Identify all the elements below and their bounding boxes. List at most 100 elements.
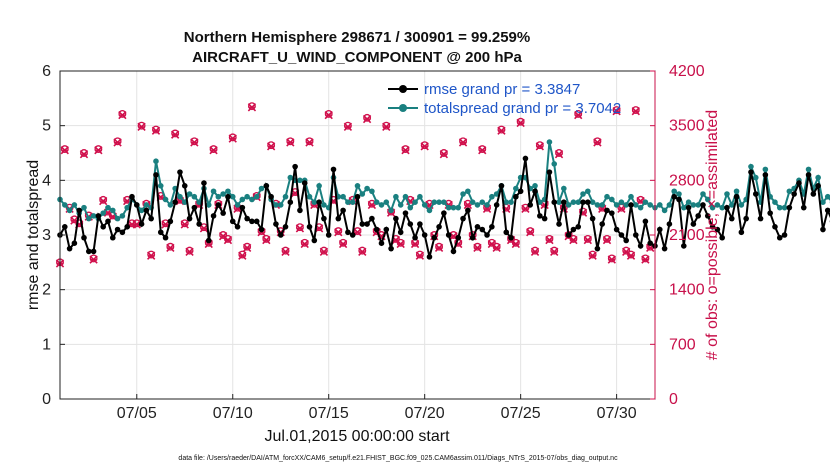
totalspread-point [355,183,361,189]
totalspread-point [479,199,485,205]
rmse-point [556,221,562,227]
y-tick-label: 6 [42,63,51,80]
totalspread-point [407,205,413,211]
totalspread-point [609,197,615,203]
rmse-point [676,197,682,203]
totalspread-point [403,194,409,200]
rmse-point [273,221,279,227]
rmse-point [81,235,87,241]
totalspread-point [489,194,495,200]
totalspread-point [460,191,466,197]
totalspread-point [748,164,754,170]
rmse-point [489,224,495,230]
rmse-point [729,216,735,222]
rmse-point [393,216,399,222]
totalspread-point [619,199,625,205]
rmse-point [91,249,97,255]
totalspread-point [566,202,572,208]
rmse-point [278,232,284,238]
rmse-point [321,216,327,222]
totalspread-point [192,194,198,200]
totalspread-point [273,202,279,208]
rmse-point [796,180,802,186]
legend-label-totalspread: totalspread grand pr = 3.7042 [424,100,621,117]
totalspread-point [115,216,121,222]
rmse-point [148,216,154,222]
totalspread-point [470,199,476,205]
rmse-point [144,208,150,214]
rmse-point [787,205,793,211]
totalspread-point [321,202,327,208]
rmse-point [187,216,193,222]
totalspread-point [806,167,812,173]
rmse-point [129,194,135,200]
totalspread-point [240,197,246,203]
totalspread-point [431,199,437,205]
y2-tick-label: 1400 [669,282,705,299]
rmse-point [484,232,490,238]
rmse-point [398,229,404,235]
totalspread-point [340,194,346,200]
rmse-point [206,238,212,244]
rmse-point [153,172,159,178]
totalspread-point [695,202,701,208]
totalspread-point [484,202,490,208]
rmse-point [211,213,217,219]
totalspread-point [177,194,183,200]
totalspread-point [681,205,687,211]
rmse-point [743,216,749,222]
rmse-point [96,213,102,219]
rmse-point [124,224,130,230]
y2-tick-label: 4200 [669,63,705,80]
rmse-point [268,194,274,200]
totalspread-point [288,175,294,181]
rmse-point [264,183,270,189]
y2-tick-label: 0 [669,391,678,408]
rmse-point [220,210,226,216]
rmse-point [359,221,365,227]
rmse-point [105,219,111,225]
rmse-point [758,216,764,222]
totalspread-point [187,191,193,197]
totalspread-point [168,202,174,208]
rmse-point [580,199,586,205]
rmse-point [350,232,356,238]
totalspread-point [230,194,236,200]
totalspread-point [91,213,97,219]
totalspread-point [62,202,68,208]
x-axis-label: Jul.01,2015 00:00:00 start [264,428,450,445]
rmse-point [571,227,577,233]
totalspread-point [739,202,745,208]
rmse-point [767,210,773,216]
totalspread-point [638,205,644,211]
totalspread-point [513,186,519,192]
y2-tick-label: 3500 [669,118,705,135]
totalspread-point [359,191,365,197]
totalspread-point [475,202,481,208]
rmse-point [374,227,380,233]
rmse-point [283,224,289,230]
y-tick-label: 3 [42,227,51,244]
rmse-point [599,221,605,227]
totalspread-point [216,194,222,200]
rmse-point [508,235,514,241]
x-tick-label: 07/30 [597,405,637,422]
totalspread-point [100,210,106,216]
totalspread-point [787,188,793,194]
rmse-point [201,180,207,186]
legend-label-rmse: rmse grand pr = 3.3847 [424,81,580,98]
rmse-point [503,229,509,235]
rmse-point [67,246,73,252]
totalspread-point [316,183,322,189]
rmse-point [230,219,236,225]
totalspread-point [105,205,111,211]
rmse-point [417,221,423,227]
rmse-point [614,227,620,233]
rmse-point [72,240,78,246]
rmse-point [139,221,145,227]
totalspread-point [614,202,620,208]
totalspread-point [734,188,740,194]
totalspread-point [465,188,471,194]
totalspread-point [211,188,217,194]
rmse-point [791,191,797,197]
